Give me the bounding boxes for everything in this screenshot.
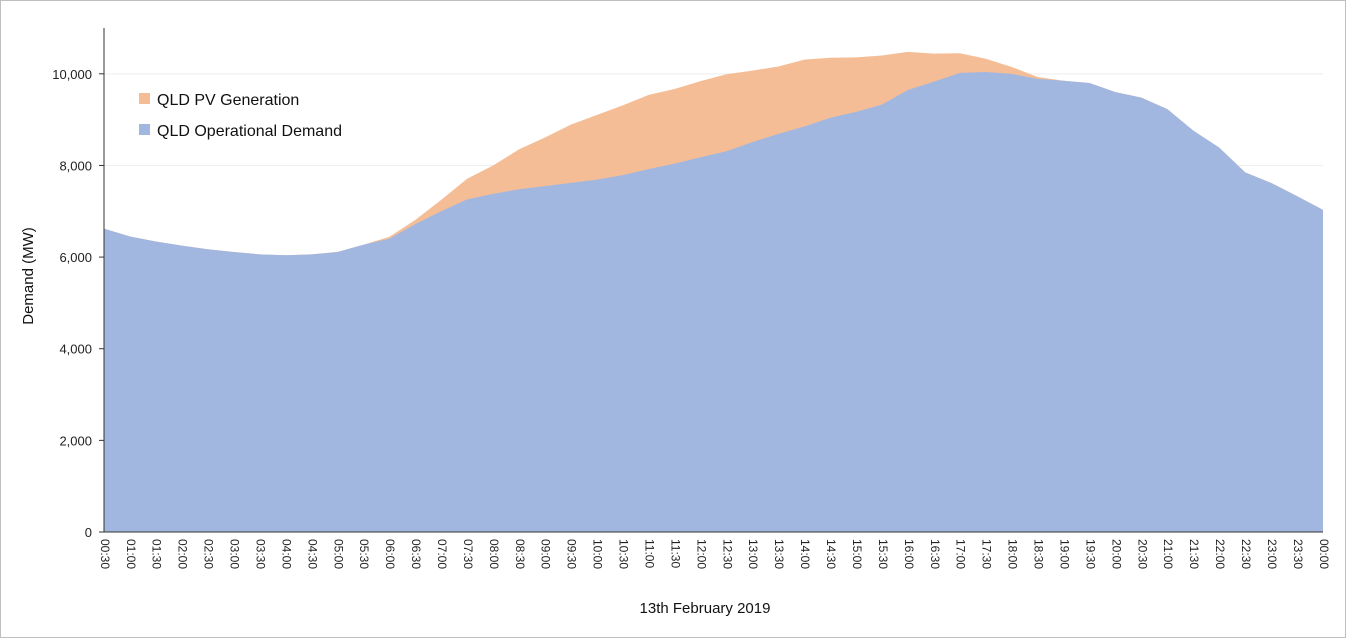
x-tick-label-29: 15:00 bbox=[850, 539, 864, 569]
x-tick-label-22: 11:30 bbox=[668, 539, 682, 568]
x-tick-label-4: 02:30 bbox=[202, 539, 216, 569]
x-tick-label-21: 11:00 bbox=[642, 539, 656, 568]
x-tick-label-6: 03:30 bbox=[253, 539, 267, 569]
x-tick-label-24: 12:30 bbox=[720, 539, 734, 569]
x-tick-label-40: 20:30 bbox=[1135, 539, 1149, 569]
x-tick-label-47: 00:00 bbox=[1317, 539, 1331, 569]
x-tick-label-23: 12:00 bbox=[694, 539, 708, 569]
x-tick-label-5: 03:00 bbox=[228, 539, 242, 569]
x-tick-label-45: 23:00 bbox=[1265, 539, 1279, 569]
legend: QLD PV Generation QLD Operational Demand bbox=[139, 92, 342, 140]
x-tick-label-26: 13:30 bbox=[772, 539, 786, 569]
y-tick-label-1: 2,000 bbox=[59, 433, 92, 448]
x-tick-label-46: 23:30 bbox=[1291, 539, 1305, 569]
x-tick-label-9: 05:00 bbox=[331, 539, 345, 569]
area-series bbox=[104, 51, 1323, 533]
x-tick-label-15: 08:00 bbox=[487, 539, 501, 569]
y-tick-label-4: 8,000 bbox=[59, 158, 92, 173]
y-tick-label-2: 4,000 bbox=[59, 342, 92, 357]
x-tick-label-42: 21:30 bbox=[1187, 539, 1201, 569]
x-tick-label-27: 14:00 bbox=[798, 539, 812, 569]
x-tick-label-36: 18:30 bbox=[1032, 539, 1046, 569]
x-tick-label-25: 13:00 bbox=[746, 539, 760, 569]
y-tick-labels: 0 2,000 4,000 6,000 8,000 10,000 bbox=[52, 67, 92, 540]
y-tick-label-5: 10,000 bbox=[52, 67, 92, 82]
x-tick-label-32: 16:30 bbox=[928, 539, 942, 569]
x-axis-title: 13th February 2019 bbox=[640, 600, 771, 617]
x-tick-label-18: 09:30 bbox=[565, 539, 579, 569]
series-operational-demand-area bbox=[104, 71, 1323, 533]
x-tick-label-39: 20:00 bbox=[1109, 539, 1123, 569]
x-tick-label-35: 18:00 bbox=[1006, 539, 1020, 569]
x-tick-label-44: 22:30 bbox=[1239, 539, 1253, 569]
x-tick-label-16: 08:30 bbox=[513, 539, 527, 569]
x-tick-label-10: 05:30 bbox=[357, 539, 371, 569]
x-tick-label-8: 04:30 bbox=[305, 539, 319, 569]
x-tick-label-37: 19:00 bbox=[1057, 539, 1071, 569]
x-tick-label-1: 01:00 bbox=[124, 539, 138, 569]
x-tick-label-12: 06:30 bbox=[409, 539, 423, 569]
legend-label-0: QLD PV Generation bbox=[157, 92, 299, 109]
y-tick-label-3: 6,000 bbox=[59, 250, 92, 265]
x-tick-label-2: 01:30 bbox=[150, 539, 164, 569]
y-axis-title: Demand (MW) bbox=[20, 227, 37, 325]
x-tick-label-41: 21:00 bbox=[1161, 539, 1175, 569]
x-tick-label-31: 16:00 bbox=[902, 539, 916, 569]
y-tick-label-0: 0 bbox=[85, 525, 92, 540]
x-tick-label-3: 02:00 bbox=[176, 539, 190, 569]
x-tick-label-19: 10:00 bbox=[591, 539, 605, 569]
x-tick-labels: 00:30 01:00 01:30 02:00 02:30 03:00 03:30 04:00… bbox=[98, 539, 1331, 569]
x-tick-label-30: 15:30 bbox=[876, 539, 890, 569]
legend-swatch-0 bbox=[139, 93, 150, 104]
x-tick-label-14: 07:30 bbox=[461, 539, 475, 569]
x-tick-label-17: 09:00 bbox=[539, 539, 553, 569]
x-tick-label-38: 19:30 bbox=[1083, 539, 1097, 569]
x-tick-label-43: 22:00 bbox=[1213, 539, 1227, 569]
x-tick-label-11: 06:00 bbox=[383, 539, 397, 569]
x-tick-label-33: 17:00 bbox=[954, 539, 968, 569]
x-tick-label-34: 17:30 bbox=[980, 539, 994, 569]
x-tick-label-20: 10:30 bbox=[617, 539, 631, 569]
legend-label-1: QLD Operational Demand bbox=[157, 123, 342, 140]
axes bbox=[99, 28, 1323, 533]
x-tick-label-7: 04:00 bbox=[279, 539, 293, 569]
x-tick-label-13: 07:00 bbox=[435, 539, 449, 569]
x-tick-label-0: 00:30 bbox=[98, 539, 112, 569]
legend-swatch-1 bbox=[139, 124, 150, 135]
x-tick-label-28: 14:30 bbox=[824, 539, 838, 569]
